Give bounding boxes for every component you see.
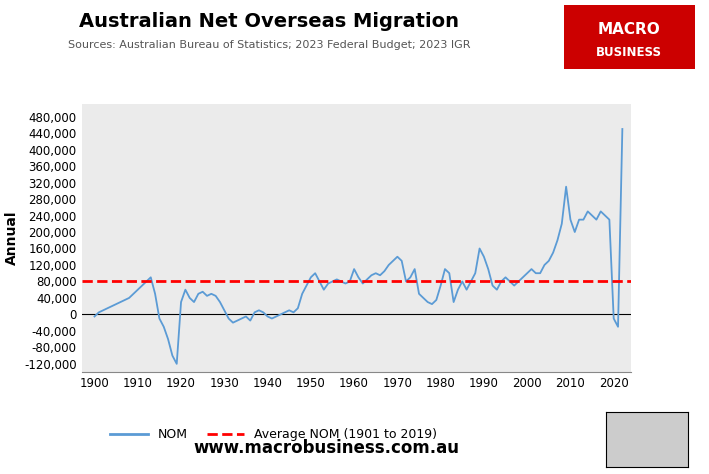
Text: www.macrobusiness.com.au: www.macrobusiness.com.au bbox=[193, 439, 459, 457]
Legend: NOM, Average NOM (1901 to 2019): NOM, Average NOM (1901 to 2019) bbox=[106, 423, 442, 446]
Text: Sources: Australian Bureau of Statistics; 2023 Federal Budget; 2023 IGR: Sources: Australian Bureau of Statistics… bbox=[68, 40, 471, 50]
Y-axis label: Annual: Annual bbox=[4, 211, 18, 265]
Text: Australian Net Overseas Migration: Australian Net Overseas Migration bbox=[79, 12, 459, 31]
FancyBboxPatch shape bbox=[564, 5, 695, 69]
Text: BUSINESS: BUSINESS bbox=[596, 46, 662, 59]
Text: MACRO: MACRO bbox=[598, 21, 661, 36]
